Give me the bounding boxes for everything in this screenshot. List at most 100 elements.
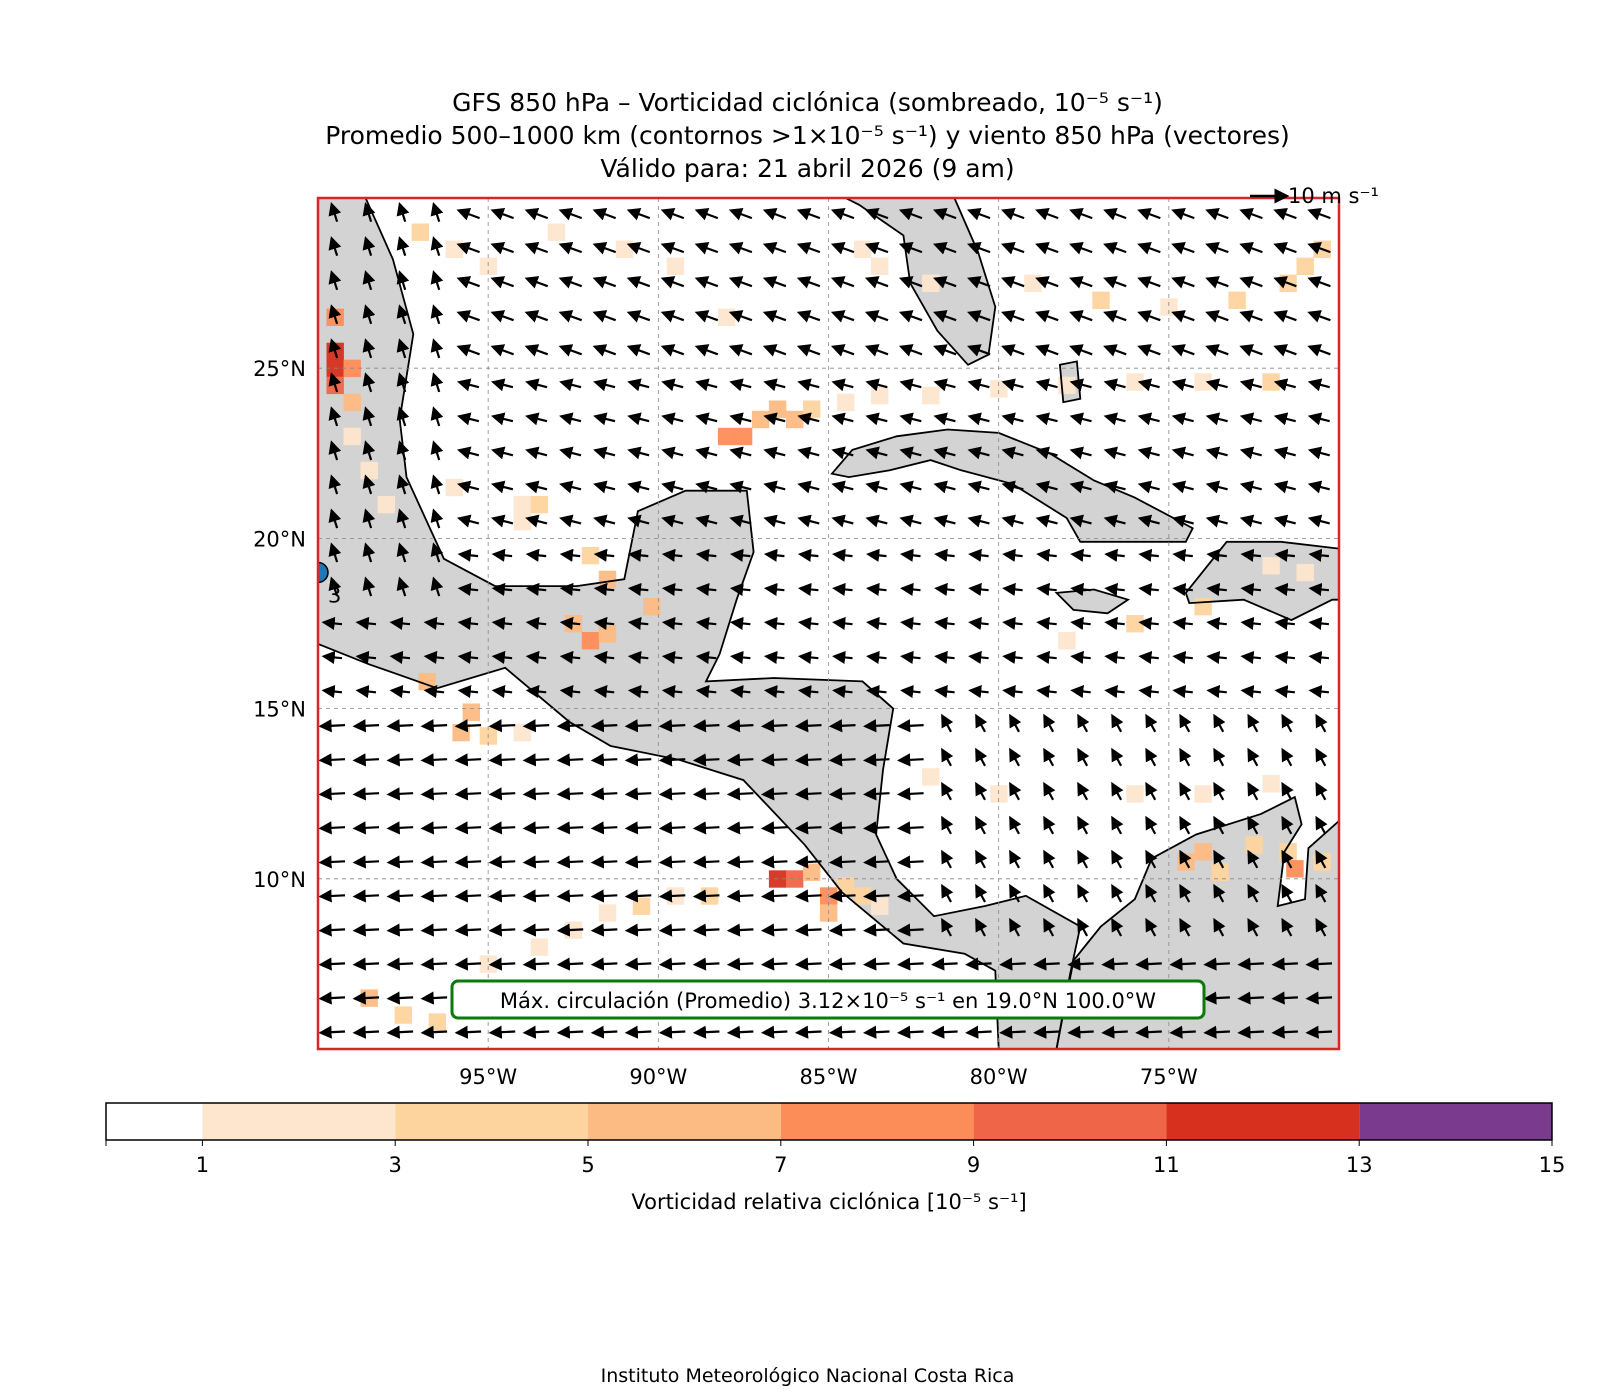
vorticity-cell: [479, 257, 498, 275]
wind-vector: [658, 923, 686, 937]
quiver-key: 10 m s⁻¹: [1250, 184, 1379, 208]
wind-vector: [658, 719, 686, 733]
vorticity-cell: [768, 400, 787, 418]
wind-vector: [386, 855, 414, 869]
vorticity-cell: [751, 410, 770, 429]
wind-vector: [525, 650, 547, 665]
vorticity-cell: [513, 495, 532, 514]
wind-vector: [1281, 781, 1294, 801]
wind-vector: [488, 719, 516, 733]
wind-vector: [660, 242, 685, 255]
wind-vector: [660, 207, 685, 221]
wind-vector: [1137, 378, 1160, 392]
wind-vector: [627, 650, 649, 665]
wind-vector: [627, 548, 649, 562]
wind-vector: [318, 889, 346, 903]
wind-vector: [1137, 242, 1161, 255]
wind-vector: [1213, 849, 1226, 869]
map-frame: [316, 196, 1341, 1051]
wind-vector: [430, 372, 444, 393]
lat-tick-label: 10°N: [253, 868, 306, 892]
wind-vector: [1036, 582, 1057, 597]
vorticity-cell: [513, 512, 532, 531]
wind-vector: [1307, 480, 1330, 494]
wind-vector: [1104, 616, 1125, 631]
wind-vector: [828, 957, 856, 971]
wind-vector: [1179, 781, 1192, 801]
wind-vector: [1077, 815, 1090, 835]
wind-vector: [1137, 514, 1160, 528]
colorbar: 1 3 5 7 9 11 13 15 Vorticidad relativa ciclónic…: [105, 1102, 1565, 1214]
wind-vector: [558, 276, 583, 289]
wind-vector: [661, 378, 684, 392]
wind-vector: [1043, 815, 1056, 835]
wind-vector: [1307, 412, 1330, 426]
wind-vector: [420, 957, 448, 971]
wind-vector: [865, 514, 888, 528]
wind-vector: [1213, 815, 1226, 835]
wind-vector: [941, 747, 954, 767]
vorticity-cell: [1194, 373, 1212, 391]
wind-vector: [1001, 480, 1024, 494]
wind-vector: [593, 514, 616, 528]
wind-vector: [1069, 412, 1092, 426]
wind-vector: [396, 542, 410, 563]
wind-vector: [1070, 616, 1091, 631]
wind-vector: [726, 1025, 754, 1039]
wind-vector: [828, 855, 856, 869]
wind-vector: [763, 378, 786, 392]
wind-vector: [658, 1025, 686, 1039]
vorticity-cell: [1262, 775, 1280, 793]
wind-vector: [352, 957, 380, 971]
wind-vector: [1271, 1025, 1298, 1039]
wind-vector: [729, 548, 751, 562]
wind-vector: [1138, 548, 1159, 562]
wind-vector: [975, 917, 988, 937]
wind-vector: [1111, 747, 1124, 767]
wind-vector: [456, 344, 480, 357]
wind-vector: [1002, 616, 1023, 631]
wind-vector: [556, 787, 584, 801]
wind-vector: [828, 923, 856, 937]
wind-vector: [1237, 1025, 1264, 1039]
wind-vector: [863, 719, 890, 733]
wind-vector: [695, 480, 718, 494]
wind-vector: [863, 1025, 890, 1039]
wind-vector: [796, 344, 821, 357]
vorticity-cell: [530, 938, 549, 956]
wind-vector: [1315, 747, 1328, 767]
wind-vector: [661, 412, 684, 426]
wind-vector: [1171, 412, 1194, 426]
wind-vector: [830, 276, 855, 289]
wind-vector: [624, 889, 652, 903]
wind-vector: [1043, 917, 1056, 937]
wind-vector: [726, 889, 754, 903]
wind-vector: [897, 923, 924, 937]
wind-vector: [863, 957, 890, 971]
wind-vector: [897, 889, 924, 903]
vorticity-cell: [854, 240, 872, 258]
wind-vector: [797, 412, 820, 426]
wind-vector: [396, 474, 410, 495]
wind-vector: [593, 684, 615, 699]
wind-vector: [456, 207, 480, 221]
wind-vector: [430, 576, 444, 597]
wind-vector: [420, 1025, 448, 1039]
wind-vector: [1009, 849, 1022, 869]
wind-vector: [830, 310, 855, 323]
wind-vector: [975, 883, 988, 903]
vorticity-cell: [1092, 291, 1110, 309]
wind-vector: [762, 310, 787, 323]
wind-vector: [1171, 378, 1194, 392]
wind-vector: [1281, 713, 1294, 733]
wind-vector: [454, 719, 482, 733]
colorbar-tick-label: 7: [774, 1153, 787, 1177]
vorticity-cell: [717, 427, 736, 446]
wind-vector: [1205, 276, 1229, 289]
wind-vector: [1104, 548, 1125, 562]
wind-vector: [967, 514, 990, 528]
map-title-line-3: Válido para: 21 abril 2026 (9 am): [600, 154, 1015, 183]
wind-vector: [941, 849, 954, 869]
wind-vector: [726, 821, 754, 835]
